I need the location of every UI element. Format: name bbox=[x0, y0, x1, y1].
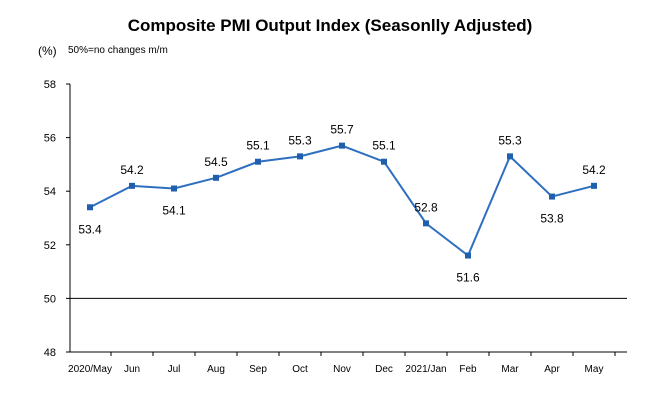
x-tick-label: Feb bbox=[459, 364, 477, 375]
markers-group bbox=[87, 142, 597, 259]
data-point-marker bbox=[465, 252, 471, 259]
data-point-marker bbox=[549, 193, 555, 200]
y-tick-label: 50 bbox=[44, 293, 56, 305]
x-tick-label: Sep bbox=[249, 364, 267, 375]
y-unit-label: (%) bbox=[38, 44, 57, 58]
y-tick-label: 54 bbox=[44, 186, 56, 198]
data-point-marker bbox=[339, 142, 345, 149]
x-tick-label: Jul bbox=[168, 364, 181, 375]
data-label: 51.6 bbox=[456, 271, 480, 285]
chart-note: 50%=no changes m/m bbox=[68, 45, 168, 56]
x-tick-label: Nov bbox=[333, 364, 351, 375]
x-tick-label: 2021/Jan bbox=[405, 364, 446, 375]
data-label: 55.7 bbox=[330, 123, 354, 137]
y-tick-label: 52 bbox=[44, 240, 56, 252]
data-label: 54.1 bbox=[162, 204, 186, 218]
data-label: 55.1 bbox=[372, 139, 396, 153]
data-label: 54.2 bbox=[120, 163, 144, 177]
data-label: 54.5 bbox=[204, 155, 228, 169]
chart-title: Composite PMI Output Index (Seasonlly Ad… bbox=[127, 16, 533, 35]
data-label: 54.2 bbox=[582, 163, 606, 177]
x-tick-label: Jun bbox=[124, 364, 140, 375]
data-point-marker bbox=[87, 204, 93, 211]
x-tick-label: Apr bbox=[544, 364, 560, 375]
data-label: 55.3 bbox=[288, 133, 312, 147]
y-tick-label: 48 bbox=[44, 347, 56, 359]
data-point-marker bbox=[507, 153, 513, 160]
x-tick-label: Oct bbox=[292, 364, 308, 375]
x-tick-label: 2020/May bbox=[68, 364, 112, 375]
y-tick-label: 58 bbox=[44, 79, 56, 91]
y-tick-label: 56 bbox=[44, 133, 56, 145]
data-label: 52.8 bbox=[414, 200, 438, 214]
data-point-marker bbox=[213, 174, 219, 181]
data-label: 55.1 bbox=[246, 139, 270, 153]
x-tick-label: Aug bbox=[207, 364, 225, 375]
data-labels-group: 53.4 54.2 54.1 54.5 55.1 55.3 55.7 55.1 52.8 51.6… bbox=[78, 123, 606, 285]
data-point-marker bbox=[381, 158, 387, 165]
x-tick-label: Mar bbox=[501, 364, 519, 375]
data-point-marker bbox=[591, 182, 597, 189]
x-tick-label: May bbox=[585, 364, 604, 375]
data-label: 53.4 bbox=[78, 222, 102, 236]
data-point-marker bbox=[171, 185, 177, 192]
chart-axes: 48 50 52 54 56 58 2020/May Jun Jul Aug Sep Oct Nov De… bbox=[44, 79, 627, 375]
data-point-marker bbox=[129, 182, 135, 189]
data-point-marker bbox=[297, 153, 303, 160]
data-label: 53.8 bbox=[540, 212, 564, 226]
x-tick-label: Dec bbox=[375, 364, 393, 375]
series-line bbox=[89, 144, 595, 257]
data-label: 55.3 bbox=[498, 133, 522, 147]
data-point-marker bbox=[255, 158, 261, 165]
series-line-group bbox=[89, 144, 595, 257]
data-point-marker bbox=[423, 220, 429, 227]
